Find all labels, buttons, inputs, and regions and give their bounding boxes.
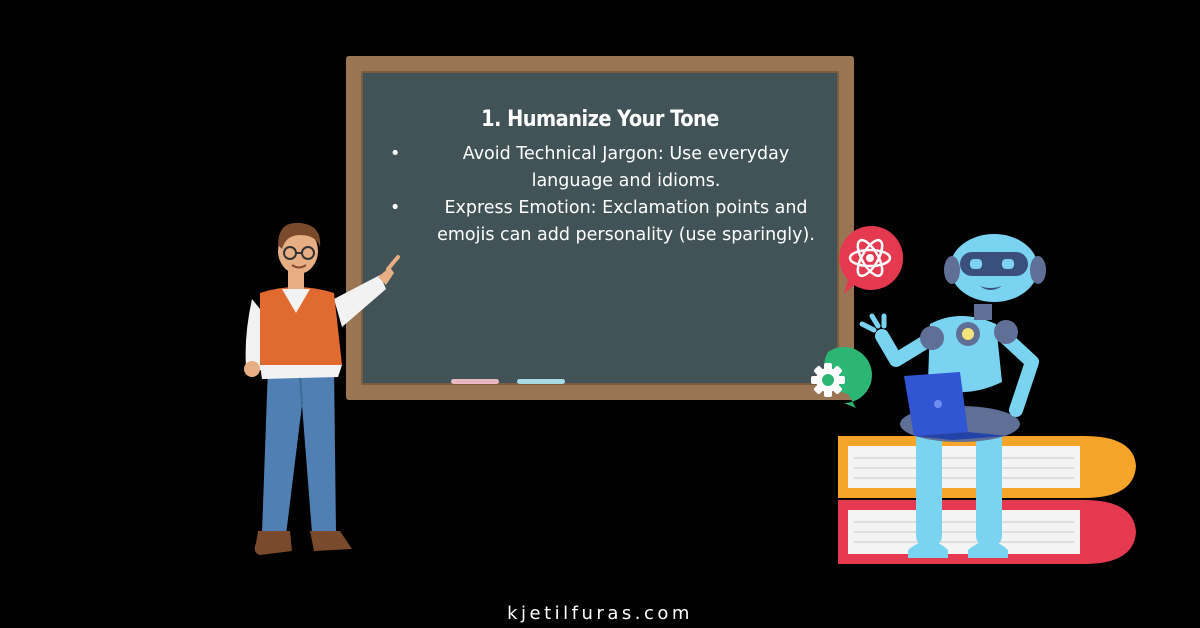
bullet-marker: • [390, 144, 401, 164]
atom-icon [839, 225, 904, 294]
gear-icon [811, 347, 872, 408]
bullet-list: • Avoid Technical Jargon: Use everyday l… [386, 141, 826, 249]
chalk-pink [451, 379, 499, 384]
bullet-text: Avoid Technical Jargon: Use everyday lan… [462, 144, 790, 191]
chalk-blue [517, 379, 565, 384]
bullet-text: Express Emotion: Exclamation points and … [437, 198, 815, 245]
footer-site-url: kjetilfuras.com [507, 603, 693, 624]
bullet-marker: • [390, 198, 401, 218]
bullet-item: • Express Emotion: Exclamation points an… [386, 195, 826, 249]
teacher-illustration [244, 222, 400, 555]
robot-illustration [859, 234, 1046, 558]
board-title: 1. Humanize Your Tone [481, 107, 719, 132]
chalkboard: 1. Humanize Your Tone • Avoid Technical … [346, 56, 854, 400]
bullet-item: • Avoid Technical Jargon: Use everyday l… [386, 141, 826, 195]
